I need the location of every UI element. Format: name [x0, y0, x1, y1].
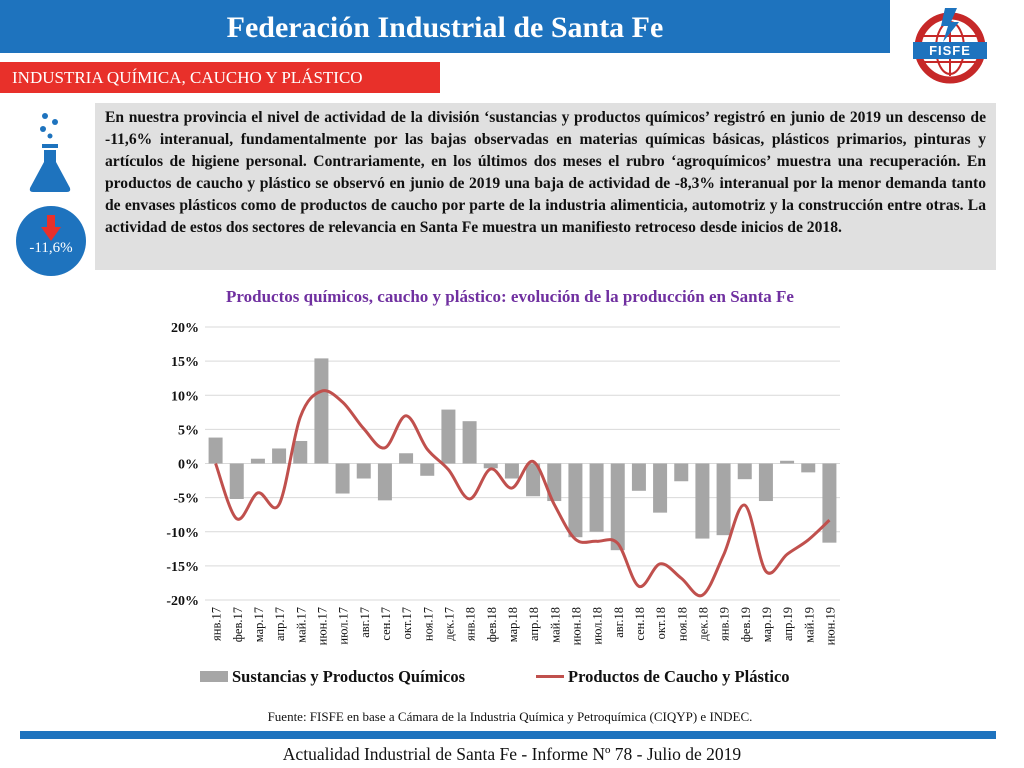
bar	[653, 463, 668, 513]
bar	[695, 463, 710, 539]
legend-swatch-line	[536, 675, 564, 678]
bar	[272, 448, 287, 464]
bar	[462, 421, 477, 464]
bar	[441, 409, 456, 464]
bar	[822, 463, 837, 543]
y-tick-label: 15%	[171, 355, 199, 370]
x-tick-label: сен.17	[379, 607, 393, 641]
y-tick-label: -15%	[166, 560, 199, 575]
chart-legend: Sustancias y Productos Químicos Producto…	[200, 666, 840, 688]
y-tick-label: 20%	[171, 321, 199, 336]
summary-text: En nuestra provincia el nivel de activid…	[105, 109, 986, 236]
x-tick-label: мар.18	[506, 607, 520, 642]
chart-title: Productos químicos, caucho y plástico: e…	[226, 287, 794, 306]
x-tick-label: сен.18	[633, 607, 647, 641]
bar	[631, 463, 646, 491]
x-tick-label: июл.18	[591, 607, 605, 645]
x-tick-label: июн.18	[569, 607, 583, 645]
bar	[504, 463, 519, 479]
x-tick-label: янв.19	[718, 607, 732, 641]
x-tick-label: апр.18	[527, 607, 541, 641]
page-title: Federación Industrial de Santa Fe	[226, 11, 664, 44]
x-tick-label: окт.18	[654, 607, 668, 639]
x-tick-label: дек.18	[696, 607, 710, 641]
y-tick-label: 10%	[171, 389, 199, 404]
fisfe-logo	[913, 8, 987, 84]
bar	[568, 463, 583, 538]
x-tick-label: июн.19	[823, 607, 837, 645]
legend-label-line: Productos de Caucho y Plástico	[568, 667, 790, 686]
section-tab: INDUSTRIA QUÍMICA, CAUCHO Y PLÁSTICO	[0, 62, 440, 93]
x-tick-label: фев.18	[485, 607, 499, 642]
x-tick-label: авг.18	[612, 607, 626, 638]
bar	[335, 463, 350, 494]
x-tick-label: окт.17	[400, 607, 414, 639]
y-tick-label: 0%	[178, 458, 199, 473]
bar	[250, 458, 265, 464]
bar	[589, 463, 604, 532]
x-tick-label: апр.17	[273, 607, 287, 641]
x-tick-label: ноя.17	[421, 607, 435, 641]
x-tick-label: июн.17	[315, 607, 329, 645]
bar	[547, 463, 562, 502]
summary-box: En nuestra provincia el nivel de activid…	[95, 103, 996, 270]
legend-swatch-bar	[200, 671, 228, 682]
y-tick-label: -20%	[166, 594, 199, 609]
bar	[293, 440, 308, 464]
x-tick-label: ноя.18	[675, 607, 689, 641]
bar	[483, 463, 498, 469]
series-line	[214, 389, 831, 598]
bar	[737, 463, 752, 480]
x-tick-label: май.19	[802, 607, 816, 643]
arrow-down-icon	[41, 215, 61, 241]
y-tick-label: -5%	[173, 492, 199, 507]
legend-label-bar: Sustancias y Productos Químicos	[232, 667, 466, 686]
bar	[801, 463, 816, 473]
footer-text: Actualidad Industrial de Santa Fe - Info…	[282, 744, 742, 764]
bar	[314, 358, 329, 464]
flask-icon	[29, 113, 71, 192]
x-tick-label: мар.19	[760, 607, 774, 642]
y-tick-label: -10%	[166, 526, 199, 541]
bar	[356, 463, 371, 479]
footer-rule	[20, 731, 996, 739]
section-label: INDUSTRIA QUÍMICA, CAUCHO Y PLÁSTICO	[12, 68, 363, 87]
header-bar	[0, 0, 890, 53]
x-tick-label: апр.19	[781, 607, 795, 641]
x-tick-label: июл.17	[337, 607, 351, 645]
x-tick-label: янв.18	[464, 607, 478, 641]
x-tick-label: май.18	[548, 607, 562, 643]
bar	[399, 453, 414, 464]
bar	[674, 463, 689, 482]
x-tick-label: фев.17	[231, 607, 245, 642]
bar	[758, 463, 773, 502]
badge-value: -11,6%	[29, 240, 73, 256]
change-badge: -11,6%	[16, 206, 86, 276]
x-tick-label: фев.19	[739, 607, 753, 642]
logo-text: FISFE	[929, 43, 971, 58]
bar	[716, 463, 731, 536]
x-tick-label: мар.17	[252, 607, 266, 642]
bar	[610, 463, 625, 551]
x-tick-label: янв.17	[210, 607, 224, 641]
bar	[229, 463, 244, 499]
bar	[420, 463, 435, 476]
bar	[208, 437, 223, 464]
bar	[377, 463, 392, 501]
x-tick-label: дек.17	[442, 607, 456, 641]
y-tick-label: 5%	[178, 423, 199, 438]
x-tick-label: авг.17	[358, 607, 372, 638]
chart: 20% 15% 10% 5% 0% -5% -10% -15% -20% янв.17 фев.17…	[166, 321, 840, 645]
bar	[526, 463, 541, 497]
bar	[780, 460, 795, 464]
source-note: Fuente: FISFE en base a Cámara de la Ind…	[267, 709, 753, 724]
x-tick-label: май.17	[294, 607, 308, 643]
